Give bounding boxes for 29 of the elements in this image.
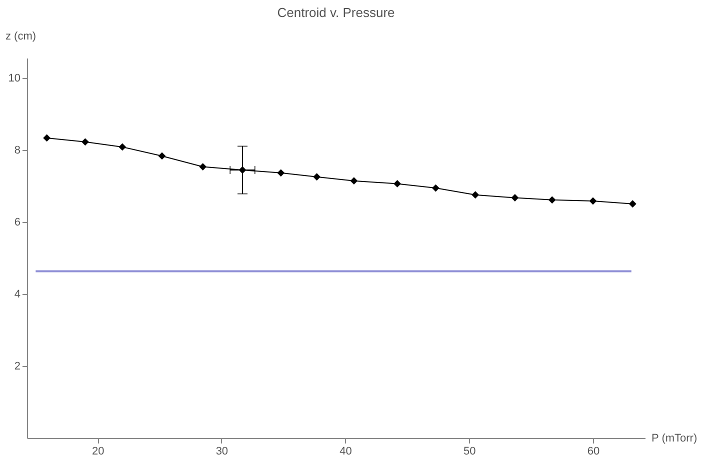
y-tick-label: 8 xyxy=(14,144,20,156)
point xyxy=(511,194,519,202)
point xyxy=(238,166,246,174)
y-axis-title: z (cm) xyxy=(6,30,36,42)
chart-title: Centroid v. Pressure xyxy=(277,5,395,20)
x-tick-label: 20 xyxy=(92,446,104,456)
y-tick-label: 2 xyxy=(14,360,20,372)
point xyxy=(277,169,285,177)
point xyxy=(350,177,358,185)
x-tick-label: 50 xyxy=(464,446,476,456)
point xyxy=(313,173,321,181)
point xyxy=(628,200,636,208)
point xyxy=(43,134,51,142)
point xyxy=(548,196,556,204)
point xyxy=(432,184,440,192)
point xyxy=(394,180,402,188)
y-tick-label: 6 xyxy=(14,216,20,228)
x-tick-label: 30 xyxy=(216,446,228,456)
point xyxy=(118,143,126,151)
point xyxy=(199,163,207,170)
x-tick-label: 60 xyxy=(587,446,600,456)
y-tick-label: 4 xyxy=(14,288,20,300)
x-tick-label: 40 xyxy=(340,446,352,456)
point xyxy=(472,191,480,199)
point xyxy=(158,152,166,160)
point xyxy=(589,197,597,205)
point xyxy=(82,138,89,146)
x-axis-title: P (mTorr) xyxy=(652,432,698,444)
y-tick-label: 10 xyxy=(8,72,20,84)
